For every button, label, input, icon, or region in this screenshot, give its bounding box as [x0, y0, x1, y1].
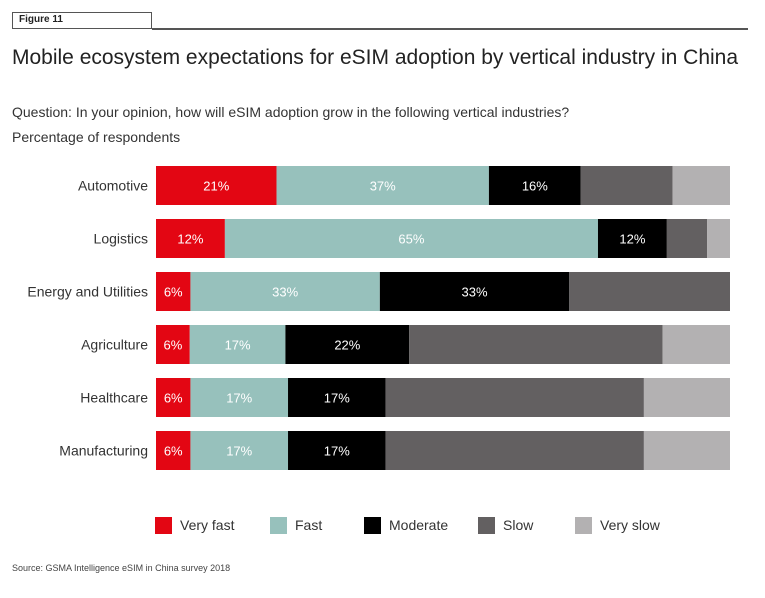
- bar-healthcare-moderate: [288, 378, 386, 417]
- bar-energy-and-utilities-moderate: [379, 272, 570, 311]
- bar-agriculture-fast: [189, 325, 286, 364]
- legend-item-moderate: Moderate: [364, 515, 448, 535]
- bar-energy-and-utilities-slow: [569, 272, 730, 311]
- bar-logistics-fast: [224, 219, 598, 258]
- data-label-logistics-fast: 65%: [398, 232, 424, 247]
- data-label-agriculture-moderate: 22%: [334, 338, 360, 353]
- data-label-manufacturing-moderate: 17%: [324, 444, 350, 459]
- bar-logistics-very-slow: [707, 219, 730, 258]
- data-label-agriculture-fast: 17%: [225, 338, 251, 353]
- category-label-manufacturing: Manufacturing: [59, 443, 148, 459]
- bar-healthcare-fast: [190, 378, 289, 417]
- bar-automotive-moderate: [488, 166, 581, 205]
- legend-swatch: [155, 516, 172, 534]
- data-label-healthcare-very-fast: 6%: [164, 391, 183, 406]
- source-note: Source: GSMA Intelligence eSIM in China …: [12, 563, 231, 573]
- legend-item-very-slow: Very slow: [575, 515, 660, 535]
- bar-automotive-slow: [580, 166, 673, 205]
- legend-label: Very slow: [600, 517, 660, 533]
- legend-label: Very fast: [180, 517, 235, 533]
- data-label-manufacturing-fast: 17%: [226, 444, 252, 459]
- legend-swatch: [478, 516, 495, 534]
- bar-manufacturing-very-slow: [643, 431, 730, 470]
- bar-agriculture-very-fast: [156, 325, 190, 364]
- legend-item-fast: Fast: [270, 515, 322, 535]
- stacked-bar-chart: Automotive 21% 37% 16% Logistics 12% 65% 12% Ene…: [27, 166, 730, 470]
- bar-logistics-very-fast: [156, 219, 225, 258]
- bar-manufacturing-fast: [190, 431, 289, 470]
- data-label-logistics-very-fast: 12%: [177, 232, 203, 247]
- bar-automotive-very-fast: [156, 166, 277, 205]
- legend-label: Fast: [295, 517, 323, 533]
- data-label-automotive-very-fast: 21%: [203, 179, 229, 194]
- figure-label: Figure 11: [12, 12, 152, 29]
- chart-subtitle: Question: In your opinion, how will eSIM…: [12, 104, 570, 120]
- data-label-healthcare-fast: 17%: [226, 391, 252, 406]
- data-label-automotive-fast: 37%: [370, 179, 396, 194]
- data-label-automotive-moderate: 16%: [522, 179, 548, 194]
- category-label-energy-and-utilities: Energy and Utilities: [27, 284, 148, 300]
- bar-logistics-slow: [666, 219, 708, 258]
- bar-manufacturing-very-fast: [156, 431, 191, 470]
- chart-legend: Very fast Fast Moderate Slow Very slow: [155, 515, 735, 537]
- data-label-energy-and-utilities-very-fast: 6%: [164, 285, 183, 300]
- bar-healthcare-slow: [385, 378, 644, 417]
- data-label-energy-and-utilities-fast: 33%: [272, 285, 298, 300]
- category-label-healthcare: Healthcare: [80, 390, 148, 406]
- category-label-agriculture: Agriculture: [81, 337, 148, 353]
- bar-manufacturing-slow: [385, 431, 644, 470]
- legend-swatch: [575, 516, 592, 534]
- bar-energy-and-utilities-very-fast: [156, 272, 191, 311]
- bar-agriculture-very-slow: [662, 325, 730, 364]
- legend-item-slow: Slow: [478, 515, 533, 535]
- header-rule: [152, 28, 748, 30]
- chart-title: Mobile ecosystem expectations for eSIM a…: [12, 46, 739, 69]
- bar-manufacturing-moderate: [288, 431, 386, 470]
- legend-swatch: [270, 516, 287, 534]
- units-label: Percentage of respondents: [12, 129, 181, 145]
- data-label-energy-and-utilities-moderate: 33%: [462, 285, 488, 300]
- bar-automotive-fast: [276, 166, 489, 205]
- bar-healthcare-very-slow: [643, 378, 730, 417]
- bar-agriculture-slow: [409, 325, 663, 364]
- category-label-automotive: Automotive: [78, 178, 148, 194]
- data-label-logistics-moderate: 12%: [619, 232, 645, 247]
- bar-agriculture-moderate: [285, 325, 410, 364]
- legend-label: Moderate: [389, 517, 449, 533]
- data-label-healthcare-moderate: 17%: [324, 391, 350, 406]
- legend-label: Slow: [503, 517, 534, 533]
- bar-logistics-moderate: [597, 219, 667, 258]
- legend-swatch: [364, 516, 381, 534]
- bar-energy-and-utilities-fast: [190, 272, 380, 311]
- data-label-agriculture-very-fast: 6%: [163, 338, 182, 353]
- data-label-manufacturing-very-fast: 6%: [164, 444, 183, 459]
- bar-healthcare-very-fast: [156, 378, 191, 417]
- bar-automotive-very-slow: [672, 166, 730, 205]
- legend-item-very-fast: Very fast: [155, 515, 234, 535]
- category-label-logistics: Logistics: [94, 231, 148, 247]
